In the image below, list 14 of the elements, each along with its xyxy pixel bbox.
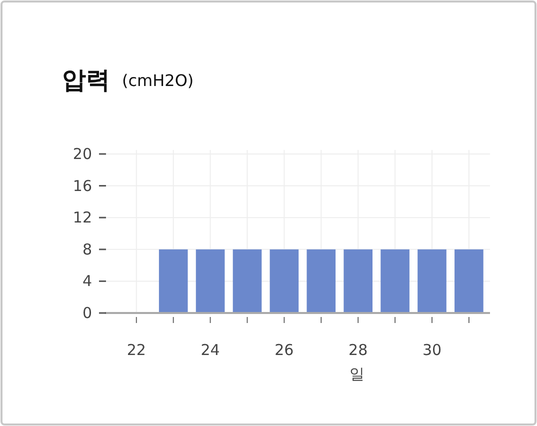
x-tick-label: 26: [274, 341, 294, 359]
y-tick-label: 0: [82, 304, 92, 322]
y-tick-label: 20: [72, 144, 92, 163]
y-tick-label: 16: [72, 176, 92, 195]
y-tick-label: 4: [82, 272, 92, 290]
x-tick-label: 24: [200, 341, 220, 359]
x-tick-label: 22: [126, 341, 146, 359]
y-tick-label: 8: [82, 240, 92, 258]
x-axis-title: 일: [350, 365, 365, 383]
chart-title: 압력: [62, 66, 110, 94]
y-tick-label: 12: [72, 208, 92, 227]
x-tick-label: 28: [348, 341, 368, 359]
chart-subtitle: (cmH2O): [122, 71, 194, 90]
x-tick-label: 30: [422, 341, 442, 359]
